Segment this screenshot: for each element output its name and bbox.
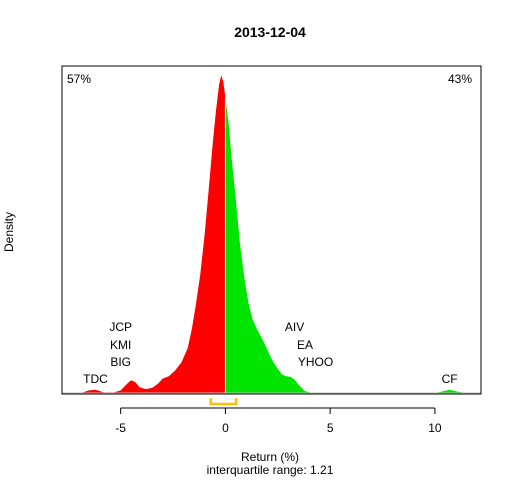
density-layer <box>62 75 481 394</box>
x-axis-label: Return (%) <box>241 450 299 464</box>
left-percent-label: 57% <box>67 72 91 86</box>
ticker-label: TDC <box>83 372 108 386</box>
chart-subtitle: interquartile range: 1.21 <box>207 463 334 477</box>
right-percent-label: 43% <box>448 72 472 86</box>
y-axis-label: Density <box>2 212 16 252</box>
chart-title: 2013-12-04 <box>234 24 306 40</box>
x-tick-label: 10 <box>428 421 442 435</box>
x-tick-label: 0 <box>222 421 229 435</box>
iqr-indicator <box>209 398 238 406</box>
negative-density-area <box>68 75 226 393</box>
positive-density-area <box>225 97 477 393</box>
plot-border <box>61 65 482 395</box>
ticker-label: BIG <box>110 355 131 369</box>
ticker-label: CF <box>442 372 458 386</box>
ticker-label: EA <box>297 338 313 352</box>
ticker-label: YHOO <box>298 355 333 369</box>
ticker-label: KMI <box>110 338 131 352</box>
ticker-label: JCP <box>109 320 132 334</box>
ticker-label: AIV <box>285 320 304 334</box>
x-tick-label: 5 <box>327 421 334 435</box>
x-axis: -5 0 5 10 <box>115 407 442 435</box>
iqr-bracket <box>209 398 238 406</box>
x-tick-label: -5 <box>115 421 126 435</box>
